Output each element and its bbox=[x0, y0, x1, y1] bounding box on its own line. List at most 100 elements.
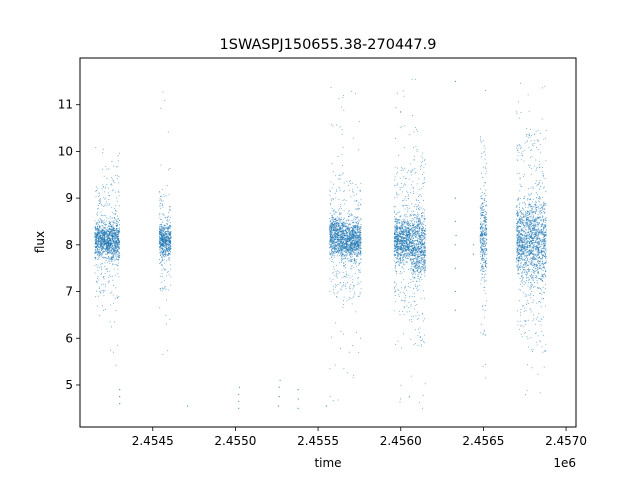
data-point bbox=[333, 198, 335, 200]
data-point bbox=[394, 301, 396, 303]
data-point bbox=[339, 288, 341, 290]
data-point bbox=[112, 252, 114, 254]
data-point bbox=[408, 395, 410, 397]
data-point bbox=[166, 248, 168, 250]
data-point bbox=[356, 265, 358, 267]
data-point bbox=[166, 233, 168, 235]
data-point bbox=[360, 253, 362, 255]
data-point bbox=[348, 351, 350, 353]
data-point bbox=[421, 257, 423, 259]
data-point bbox=[413, 213, 416, 215]
data-point bbox=[344, 222, 346, 224]
data-point bbox=[349, 259, 351, 261]
data-point bbox=[113, 208, 115, 210]
data-point bbox=[159, 237, 161, 239]
data-point bbox=[349, 226, 351, 228]
data-point bbox=[329, 227, 331, 229]
data-point bbox=[114, 297, 116, 299]
data-point bbox=[346, 181, 348, 183]
data-point bbox=[329, 203, 331, 204]
data-point bbox=[406, 253, 408, 255]
data-point bbox=[401, 220, 403, 222]
data-point bbox=[352, 345, 354, 347]
data-point bbox=[417, 225, 419, 228]
data-point bbox=[339, 221, 341, 223]
data-point bbox=[395, 241, 397, 243]
data-point bbox=[394, 270, 396, 272]
data-point bbox=[401, 241, 403, 243]
data-point bbox=[349, 214, 351, 215]
data-point bbox=[342, 146, 344, 148]
data-point bbox=[405, 221, 408, 223]
data-point bbox=[340, 330, 342, 332]
data-point bbox=[118, 176, 120, 177]
data-point bbox=[339, 217, 341, 219]
data-point bbox=[330, 203, 331, 205]
data-point bbox=[414, 284, 416, 286]
data-point bbox=[329, 290, 331, 292]
data-point bbox=[408, 250, 410, 252]
data-point bbox=[160, 226, 162, 228]
data-point bbox=[393, 288, 395, 290]
data-point bbox=[113, 230, 114, 232]
data-point bbox=[406, 243, 408, 245]
data-point bbox=[405, 214, 407, 216]
data-point bbox=[163, 214, 165, 216]
data-point bbox=[103, 247, 105, 250]
data-point bbox=[109, 263, 111, 264]
data-point bbox=[396, 219, 398, 221]
data-point bbox=[405, 261, 407, 263]
data-point bbox=[356, 223, 358, 225]
data-point bbox=[95, 196, 97, 198]
data-point bbox=[161, 247, 163, 249]
data-point bbox=[351, 236, 353, 238]
data-point bbox=[331, 251, 333, 253]
data-point bbox=[358, 296, 360, 298]
data-point bbox=[394, 242, 396, 244]
data-point bbox=[112, 232, 114, 234]
data-point bbox=[164, 268, 166, 270]
data-point bbox=[159, 217, 161, 219]
data-point bbox=[346, 233, 348, 235]
data-point bbox=[110, 349, 112, 351]
data-point bbox=[402, 249, 404, 251]
data-point bbox=[355, 273, 357, 275]
data-point bbox=[338, 223, 340, 225]
data-point bbox=[336, 190, 338, 192]
data-point bbox=[169, 227, 171, 229]
data-point bbox=[115, 166, 117, 168]
data-point bbox=[403, 176, 405, 178]
data-point bbox=[396, 196, 398, 198]
data-point bbox=[169, 168, 171, 169]
data-point bbox=[408, 223, 410, 225]
data-point bbox=[409, 253, 411, 255]
data-point bbox=[357, 230, 359, 232]
data-point bbox=[339, 245, 341, 247]
data-point bbox=[395, 213, 397, 215]
data-point bbox=[102, 251, 104, 253]
data-point bbox=[358, 270, 360, 272]
data-point bbox=[397, 252, 399, 254]
data-point bbox=[406, 234, 408, 236]
data-point bbox=[407, 221, 409, 223]
data-point bbox=[353, 234, 356, 237]
data-point bbox=[400, 398, 402, 400]
data-point bbox=[405, 222, 407, 224]
data-point bbox=[344, 243, 346, 245]
data-point bbox=[405, 250, 407, 252]
data-point bbox=[105, 231, 107, 234]
data-point bbox=[396, 173, 398, 175]
data-point bbox=[359, 190, 361, 192]
data-point bbox=[345, 283, 347, 285]
data-point bbox=[167, 227, 169, 229]
data-point bbox=[410, 192, 412, 194]
data-point bbox=[393, 232, 395, 234]
data-point bbox=[343, 217, 345, 219]
data-point bbox=[346, 251, 348, 253]
data-point bbox=[109, 239, 111, 241]
data-point bbox=[351, 240, 353, 242]
data-point bbox=[335, 225, 337, 227]
data-point bbox=[343, 241, 345, 243]
data-point bbox=[416, 217, 418, 219]
